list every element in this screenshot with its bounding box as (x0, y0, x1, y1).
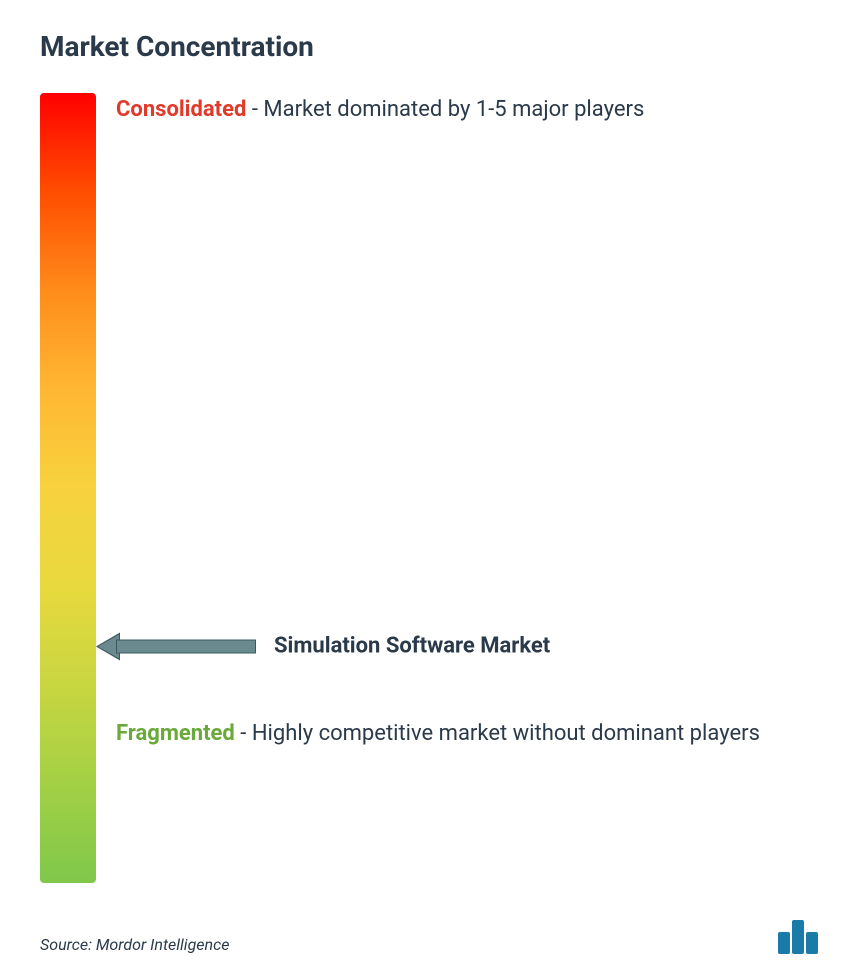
fragmented-description: - Highly competitive market without domi… (240, 721, 760, 746)
consolidated-label: Consolidated - Market dominated by 1-5 m… (116, 93, 808, 126)
market-pointer: Simulation Software Market (96, 634, 550, 659)
source-text: Source: Mordor Intelligence (40, 935, 229, 954)
logo-bar (806, 932, 818, 954)
footer: Source: Mordor Intelligence (40, 920, 818, 954)
page-title: Market Concentration (40, 30, 818, 63)
consolidated-description: - Market dominated by 1-5 major players (252, 97, 644, 122)
logo-bar (792, 920, 804, 954)
fragmented-term: Fragmented (116, 721, 235, 746)
fragmented-label: Fragmented - Highly competitive market w… (116, 717, 808, 750)
gradient-scale (40, 93, 96, 883)
arrow-icon (96, 634, 256, 658)
market-label: Simulation Software Market (274, 634, 550, 659)
labels-area: Consolidated - Market dominated by 1-5 m… (96, 93, 818, 883)
arrow-shaft (116, 639, 256, 653)
concentration-diagram: Consolidated - Market dominated by 1-5 m… (40, 93, 818, 883)
consolidated-term: Consolidated (116, 97, 246, 122)
brand-logo (778, 920, 818, 954)
logo-bar (778, 932, 790, 954)
